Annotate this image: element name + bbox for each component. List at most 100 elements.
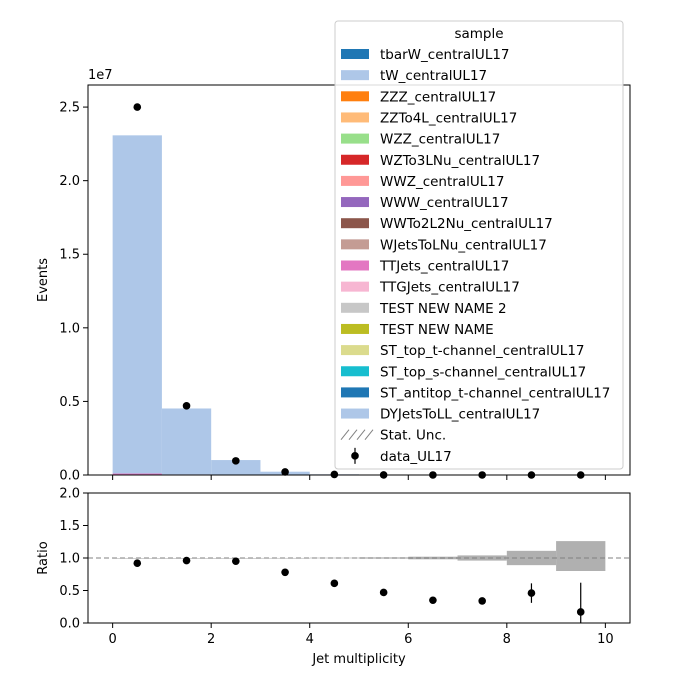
- main-plot-area: [112, 103, 606, 479]
- stack-bar-0-bin-0: [112, 473, 162, 475]
- data-point-2: [232, 457, 240, 465]
- legend-entry-5: WZTo3LNu_centralUL17: [341, 153, 540, 169]
- legend-swatch-13: [341, 323, 369, 334]
- legend-label-16: ST_antitop_t-channel_centralUL17: [380, 385, 610, 401]
- ratio-uncertainty-band-bin-4: [309, 557, 359, 559]
- legend-swatch-3: [341, 112, 369, 123]
- legend-label-12: TEST NEW NAME 2: [379, 301, 507, 317]
- legend-swatch-0: [341, 49, 369, 59]
- legend-label-10: TTJets_centralUL17: [379, 259, 509, 275]
- legend-swatch-4: [341, 133, 369, 144]
- legend-swatch-2: [341, 91, 369, 102]
- ratio-y-tick-label-0: 0.0: [59, 617, 80, 632]
- main-panel: 0.0 0.5 1.0 1.5 2.0 2.5 Events 1e7: [36, 68, 631, 484]
- legend-hatch-line-3: [364, 429, 374, 441]
- legend-entry-0: tbarW_centralUL17: [341, 47, 510, 63]
- legend-entry-4: WZZ_centralUL17: [341, 132, 500, 148]
- legend-entry-8: WWTo2L2Nu_centralUL17: [341, 216, 553, 232]
- legend-entry-13: TEST NEW NAME: [341, 322, 494, 338]
- legend-swatch-9: [341, 239, 369, 250]
- ratio-ticks: 0 2 4 6 8 10 0.0 0.5 1.0 1.5 2.0: [59, 487, 613, 648]
- legend-swatch-7: [341, 197, 369, 208]
- ratio-uncertainty-band-bin-3: [260, 557, 310, 559]
- stack-bar-1-bin-1: [161, 408, 212, 475]
- legend-entry-16: ST_antitop_t-channel_centralUL17: [341, 385, 610, 401]
- ratio-x-tick-label-1: 2: [207, 632, 215, 647]
- legend-hatch-line-2: [356, 429, 366, 441]
- legend-label-15: ST_top_s-channel_centralUL17: [380, 364, 586, 380]
- legend-swatch-1: [341, 70, 369, 81]
- legend-entry-1: tW_centralUL17: [341, 68, 487, 84]
- stack-bar-1-bin-2: [211, 460, 261, 475]
- ratio-x-tick-label-4: 8: [503, 632, 511, 647]
- ratio-y-tick-label-4: 2.0: [59, 487, 80, 502]
- legend-label-2: ZZZ_centralUL17: [380, 89, 496, 105]
- main-y-tick-label-4: 2.0: [59, 174, 80, 189]
- legend-label-6: WWZ_centralUL17: [380, 174, 504, 190]
- legend-swatch-16: [341, 387, 369, 398]
- ratio-x-tick-label-3: 6: [404, 632, 412, 647]
- legend-label-8: WWTo2L2Nu_centralUL17: [380, 216, 553, 232]
- ratio-uncertainty-band-bin-9: [556, 541, 606, 571]
- legend-entry-2: ZZZ_centralUL17: [341, 89, 496, 105]
- legend-swatch-8: [341, 218, 369, 229]
- ratio-point-5: [379, 588, 388, 597]
- legend-label-0: tbarW_centralUL17: [380, 47, 510, 63]
- y-scale-offset-label: 1e7: [88, 68, 113, 83]
- legend-entries: tbarW_centralUL17 tW_centralUL17 ZZZ_centr…: [340, 47, 610, 465]
- ratio-panel: 0 2 4 6 8 10 0.0 0.5 1.0 1.5 2.0 Ratio Jet multipl…: [36, 487, 631, 667]
- main-y-tick-label-0: 0.0: [59, 469, 80, 484]
- main-y-tick-label-2: 1.0: [59, 321, 80, 336]
- main-y-tick-label-5: 2.5: [59, 101, 80, 116]
- ratio-point-4: [330, 579, 339, 588]
- legend-marker-19: [351, 452, 359, 460]
- legend-entry-12: TEST NEW NAME 2: [341, 301, 507, 317]
- legend-swatch-12: [341, 302, 369, 313]
- legend-entry-10: TTJets_centralUL17: [341, 259, 509, 275]
- main-y-tick-label-1: 0.5: [59, 395, 80, 410]
- legend-swatch-6: [341, 175, 369, 186]
- legend-label-11: TTGJets_centralUL17: [379, 280, 520, 296]
- legend-label-9: WJetsToLNu_centralUL17: [380, 237, 547, 253]
- legend-label-1: tW_centralUL17: [380, 68, 487, 84]
- legend-swatch-14: [341, 345, 369, 356]
- legend-swatch-11: [341, 281, 369, 292]
- legend-entry-18: Stat. Unc.: [340, 428, 446, 444]
- ratio-y-axis-label: Ratio: [36, 541, 51, 574]
- legend: sample tbarW_centralUL17 tW_centralUL17 ZZ…: [334, 20, 624, 470]
- ratio-x-tick-label-0: 0: [108, 632, 116, 647]
- legend-label-14: ST_top_t-channel_centralUL17: [380, 343, 585, 359]
- main-ticks: 0.0 0.5 1.0 1.5 2.0 2.5: [59, 101, 606, 484]
- x-axis-label: Jet multiplicity: [311, 652, 406, 667]
- main-y-axis-label: Events: [36, 258, 51, 302]
- legend-swatch-5: [341, 154, 369, 165]
- legend-entry-19: data_UL17: [351, 447, 452, 465]
- legend-label-19: data_UL17: [380, 449, 452, 465]
- data-point-4: [330, 470, 339, 479]
- ratio-point-2: [232, 557, 240, 566]
- legend-title: sample: [454, 26, 503, 42]
- legend-entry-17: DYJetsToLL_centralUL17: [341, 407, 540, 423]
- data-point-1: [182, 402, 191, 410]
- legend-entry-9: WJetsToLNu_centralUL17: [341, 237, 547, 253]
- ratio-x-tick-label-5: 10: [597, 632, 614, 647]
- ratio-point-9: [576, 608, 585, 616]
- legend-entry-15: ST_top_s-channel_centralUL17: [341, 364, 586, 380]
- legend-entry-6: WWZ_centralUL17: [341, 174, 504, 190]
- legend-entry-3: ZZTo4L_centralUL17: [341, 110, 517, 126]
- legend-label-18: Stat. Unc.: [380, 428, 446, 444]
- ratio-x-tick-label-2: 4: [306, 632, 314, 647]
- legend-label-5: WZTo3LNu_centralUL17: [380, 153, 540, 169]
- ratio-y-tick-label-2: 1.0: [59, 552, 80, 567]
- legend-hatch-line-1: [348, 429, 358, 441]
- ratio-point-1: [182, 556, 191, 565]
- legend-label-3: ZZTo4L_centralUL17: [380, 110, 517, 126]
- ratio-point-7: [478, 597, 486, 605]
- legend-swatch-17: [341, 408, 369, 419]
- legend-swatch-10: [341, 260, 369, 271]
- legend-entry-11: TTGJets_centralUL17: [341, 280, 520, 296]
- legend-box: [334, 20, 624, 470]
- ratio-point-0: [133, 559, 142, 567]
- legend-entry-7: WWW_centralUL17: [341, 195, 509, 211]
- ratio-y-tick-label-3: 1.5: [59, 519, 80, 534]
